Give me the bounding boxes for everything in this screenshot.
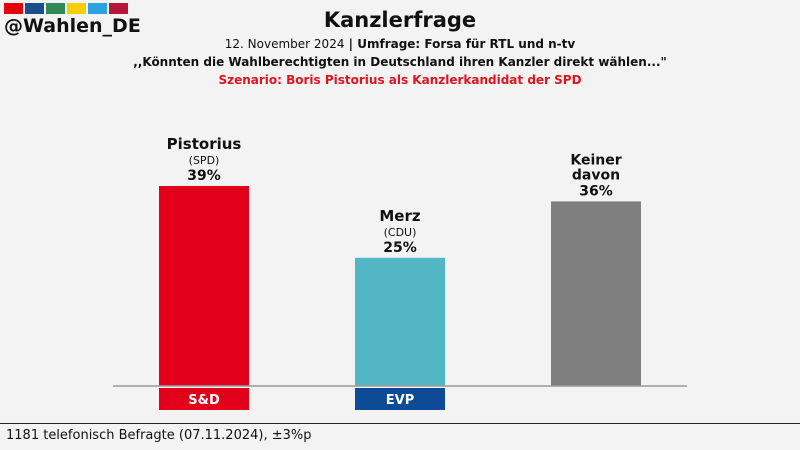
value-label: 39% [187,168,221,184]
category-label: Merz [379,207,420,225]
group-badge [355,388,445,410]
color-strip [4,3,128,14]
account-handle: @Wahlen_DE [4,15,141,37]
strip-swatch [25,3,44,14]
party-label: (SPD) [189,154,220,167]
subtitle-date: 12. November 2024 [224,37,345,51]
group-badge [159,388,249,410]
strip-swatch [4,3,23,14]
category-label-line1: Keiner [570,152,621,168]
footer-note: 1181 telefonisch Befragte (07.11.2024), … [6,428,312,443]
value-label: 25% [383,240,417,256]
strip-swatch [46,3,65,14]
category-label: Pistorius [167,135,242,153]
group-badge-label: S&D [188,393,220,408]
subtitle-separator: | [344,37,358,51]
bar-2 [551,201,641,386]
strip-swatch [109,3,128,14]
poll-question: ,,Könnten die Wahlberechtigten in Deutsc… [133,55,667,69]
strip-swatch [67,3,86,14]
category-label-line2: davon [572,167,620,183]
group-badge-label: EVP [386,393,414,408]
chart-subtitle: 12. November 2024 | Umfrage: Forsa für R… [0,37,800,51]
chart-title: Kanzlerfrage [323,8,477,32]
subtitle-source: Umfrage: Forsa für RTL und n-tv [357,37,576,51]
strip-swatch [88,3,107,14]
footer-divider [0,423,800,424]
bar-1 [355,257,445,386]
value-label: 36% [579,183,613,199]
party-label: (CDU) [384,226,417,239]
poll-scenario: Szenario: Boris Pistorius als Kanzlerkan… [218,73,582,87]
bar-0 [159,186,249,386]
